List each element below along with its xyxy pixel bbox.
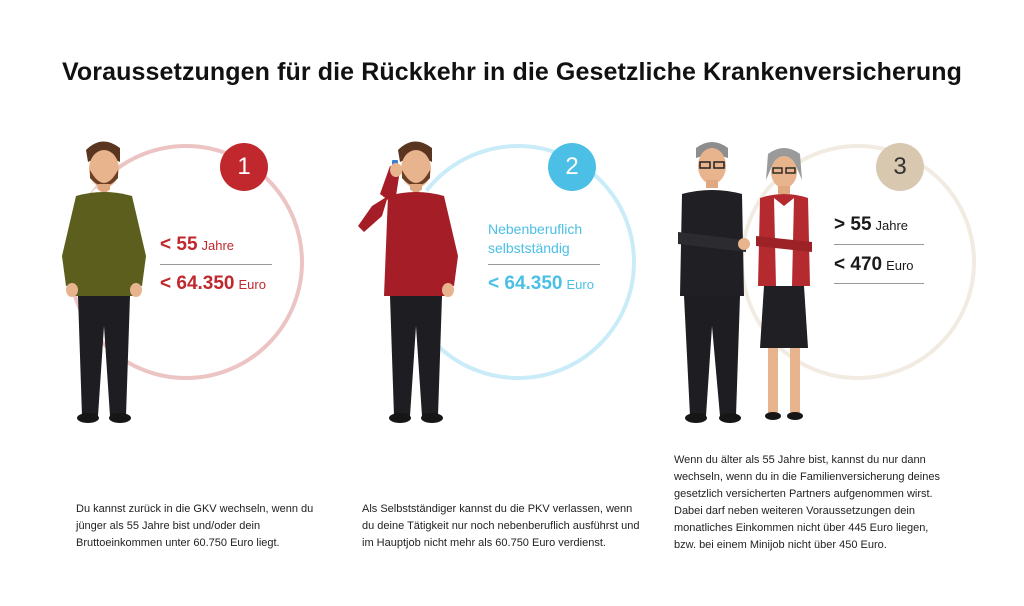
panel-1-note: Du kannst zurück in die GKV wechseln, we… xyxy=(76,503,314,549)
page-title: Voraussetzungen für die Rückkehr in die … xyxy=(62,58,962,86)
panel-2-label: Nebenberuflich selbstständig xyxy=(488,221,583,256)
panel-3-income-row: < 470 Euro xyxy=(834,254,914,276)
panel-1-age-unit: Jahre xyxy=(201,238,235,253)
panel-3-income-value: < 470 xyxy=(834,254,883,275)
panel-3-age-row: > 55 Jahre xyxy=(834,214,908,236)
panel-3-note: Wenn du älter als 55 Jahre bist, kannst … xyxy=(674,454,940,551)
panel-1-number-badge: 1 xyxy=(220,143,268,191)
panel-2-divider xyxy=(488,264,600,265)
panel-2-income-row: < 64.350 Euro xyxy=(488,273,594,295)
panel-1-age-value: < 55 xyxy=(160,234,198,255)
panel-2-note: Als Selbstständiger kannst du die PKV ve… xyxy=(362,503,640,549)
panel-3-divider-2 xyxy=(834,283,924,284)
man-green-sweater-illustration xyxy=(62,141,146,423)
senior-couple-illustration xyxy=(678,142,812,423)
panel-1-income-value: < 64.350 xyxy=(160,273,235,294)
panel-3-income-unit: Euro xyxy=(886,258,914,273)
panel-1-divider xyxy=(160,264,272,265)
panel-3-divider-1 xyxy=(834,244,924,245)
panel-3-number-badge: 3 xyxy=(876,143,924,191)
panel-2-income-value: < 64.350 xyxy=(488,273,563,294)
panel-1-age-row: < 55 Jahre xyxy=(160,234,234,256)
man-phone-red-sweater-illustration xyxy=(358,141,458,423)
panel-2-number-badge: 2 xyxy=(548,143,596,191)
panel-1-income-row: < 64.350 Euro xyxy=(160,273,266,295)
panel-3-age-unit: Jahre xyxy=(875,218,909,233)
panel-1-income-unit: Euro xyxy=(238,277,266,292)
panel-3-age-value: > 55 xyxy=(834,214,872,235)
panel-2-income-unit: Euro xyxy=(566,277,594,292)
